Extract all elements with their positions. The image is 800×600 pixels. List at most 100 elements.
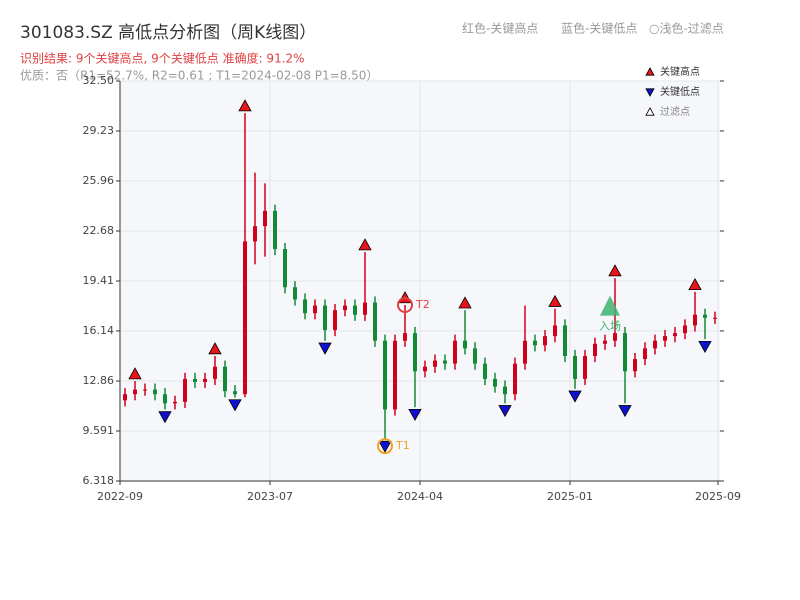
candle-body	[373, 302, 377, 341]
candle-body	[273, 210, 277, 250]
y-tick-label: 9.591	[83, 424, 115, 437]
candle-body	[613, 333, 617, 341]
candle-body	[633, 359, 637, 372]
annotation-label: T1	[395, 439, 410, 452]
legend-label: 关键高点	[660, 65, 700, 78]
x-tick-label: 2025-01	[547, 490, 593, 503]
y-tick-label: 12.86	[83, 374, 115, 387]
candle-body	[513, 363, 517, 395]
candle-body	[243, 241, 247, 395]
annotation-circle	[397, 296, 413, 313]
x-tick-label: 2022-09	[97, 490, 143, 503]
candle-body	[643, 348, 647, 360]
candle-body	[383, 340, 387, 410]
candle-body	[563, 325, 567, 356]
candle-body	[183, 378, 187, 402]
candle-body	[443, 360, 447, 364]
candle-body	[393, 340, 397, 410]
chart-title: 301083.SZ 高低点分析图（周K线图）	[20, 23, 316, 43]
high-point	[608, 264, 622, 277]
quality-text: 优质：否（R1=52.7%, R2=0.61 ; T1=2024-02-08 P…	[20, 69, 378, 83]
candle-body	[713, 317, 717, 319]
candle-body	[703, 314, 707, 318]
legend-marker	[645, 88, 655, 97]
candle-body	[533, 340, 537, 346]
y-tick-label: 6.318	[83, 474, 115, 487]
x-tick-label: 2025-09	[695, 490, 741, 503]
high-point	[208, 342, 222, 355]
candle-body	[213, 366, 217, 379]
legend-marker	[645, 67, 655, 76]
candle-body	[323, 305, 327, 331]
entry-arrow	[600, 295, 620, 316]
candle-body	[413, 333, 417, 372]
annotation-label: 入场	[599, 319, 621, 333]
low-point	[158, 411, 172, 424]
high-point	[688, 278, 702, 291]
candle-body	[483, 363, 487, 379]
candle-body	[143, 389, 147, 391]
candle-body	[163, 394, 167, 404]
candle-body	[623, 333, 627, 372]
candle-body	[543, 336, 547, 346]
candle-body	[593, 343, 597, 356]
candle-body	[233, 391, 237, 395]
candle-body	[343, 305, 347, 311]
high-point	[548, 294, 562, 307]
x-tick-label: 2024-04	[397, 490, 443, 503]
candle-body	[473, 348, 477, 364]
candle-body	[363, 302, 367, 315]
candle-body	[463, 340, 467, 349]
candle-body	[283, 249, 287, 288]
result-text: 识别结果: 9个关键高点, 9个关键低点 准确度: 91.2%	[20, 51, 305, 66]
candle-body	[263, 210, 267, 227]
candle-body	[493, 378, 497, 387]
x-tick-label: 2023-07	[247, 490, 293, 503]
candle-body	[353, 305, 357, 315]
candle-body	[673, 333, 677, 337]
y-tick-label: 16.14	[83, 324, 115, 337]
candle-body	[503, 386, 507, 395]
legend-text: ○浅色-过滤点	[649, 22, 724, 36]
low-point	[378, 440, 392, 453]
legend-marker	[645, 107, 655, 116]
candle-body	[193, 378, 197, 382]
low-point	[618, 405, 632, 418]
candle-body	[123, 394, 127, 401]
candle-body	[523, 340, 527, 364]
high-point	[358, 238, 372, 251]
candle-body	[573, 355, 577, 379]
low-point	[498, 405, 512, 418]
high-point	[458, 296, 472, 309]
legend-text: 红色-关键高点	[462, 21, 538, 36]
high-point	[238, 99, 252, 112]
low-point	[568, 390, 582, 403]
y-tick-label: 25.96	[83, 174, 115, 187]
candle-body	[293, 287, 297, 300]
candle-body	[313, 305, 317, 314]
candle-body	[223, 366, 227, 392]
legend-label: 过滤点	[660, 105, 690, 118]
candle-body	[303, 299, 307, 314]
y-tick-label: 19.41	[83, 274, 115, 287]
candle-body	[683, 325, 687, 334]
low-point	[228, 399, 242, 412]
candle-body	[553, 325, 557, 337]
candle-body	[583, 355, 587, 379]
candle-body	[403, 333, 407, 341]
candle-body	[153, 389, 157, 395]
y-tick-label: 29.23	[83, 124, 115, 137]
low-point	[698, 340, 712, 354]
y-tick-label: 32.50	[83, 74, 115, 87]
candle-body	[133, 389, 137, 395]
candle-body	[663, 336, 667, 341]
candle-body	[653, 340, 657, 349]
candle-body	[333, 310, 337, 331]
y-tick-label: 22.68	[83, 224, 115, 237]
low-point	[318, 342, 332, 355]
candle-body	[203, 378, 207, 382]
candle-body	[253, 226, 257, 242]
candle-body	[423, 366, 427, 372]
candle-body	[453, 340, 457, 364]
